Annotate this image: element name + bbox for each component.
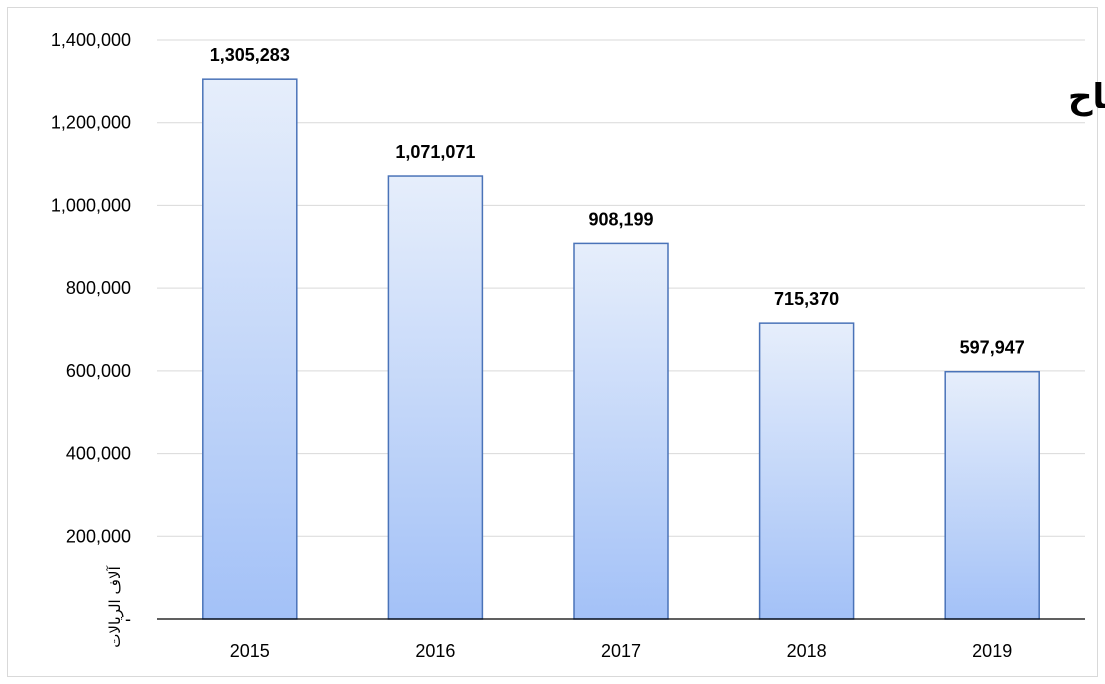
x-tick-label: 2015 (230, 641, 270, 661)
y-tick-label: 200,000 (66, 526, 131, 546)
data-label: 597,947 (960, 338, 1025, 358)
bar (202, 78, 298, 620)
y-axis-title: آلاف الريالات (106, 565, 124, 647)
data-label: 715,370 (774, 289, 839, 309)
labels: - 200,000 400,000 600,000 800,000 1,000,000 1,… (51, 30, 1025, 661)
y-tick-label: 1,000,000 (51, 195, 131, 215)
gridlines (157, 39, 1085, 537)
bar (387, 175, 484, 620)
y-tick-label: 1,400,000 (51, 30, 131, 50)
y-tick-label: 600,000 (66, 361, 131, 381)
x-tick-label: 2019 (972, 641, 1012, 661)
chart-title: إجمالي الأرباح (1068, 75, 1105, 117)
bar (573, 242, 669, 620)
bars (202, 78, 1040, 620)
bar (758, 322, 855, 620)
x-tick-label: 2016 (415, 641, 455, 661)
y-tick-label: 400,000 (66, 444, 131, 464)
y-tick-label: 800,000 (66, 278, 131, 298)
data-label: 1,071,071 (395, 142, 475, 162)
chart-frame (7, 7, 1098, 677)
bar (944, 370, 1040, 620)
x-tick-label: 2018 (787, 641, 827, 661)
y-tick-label: - (125, 609, 131, 629)
data-label: 908,199 (588, 209, 653, 229)
data-label: 1,305,283 (210, 45, 290, 65)
x-tick-label: 2017 (601, 641, 641, 661)
y-tick-label: 1,200,000 (51, 113, 131, 133)
